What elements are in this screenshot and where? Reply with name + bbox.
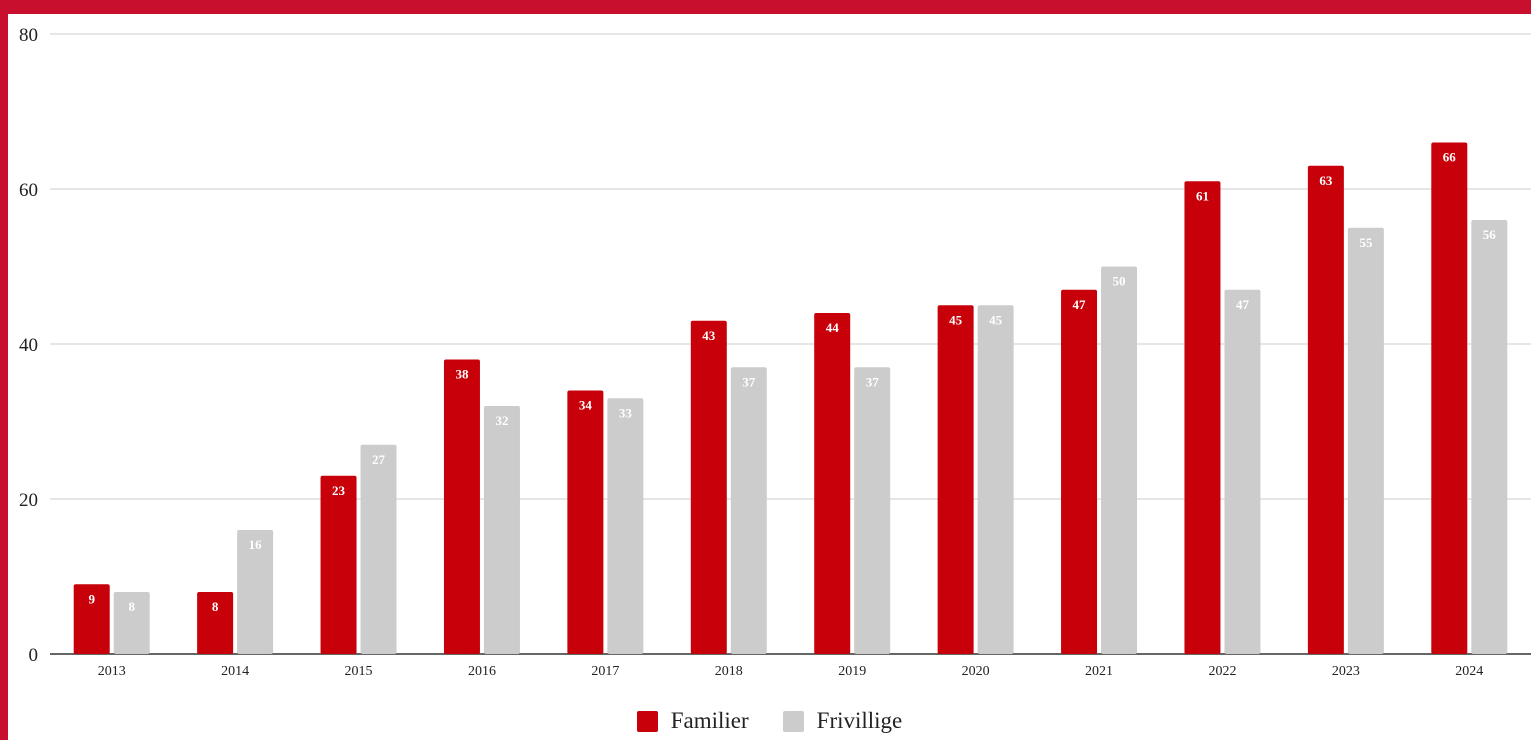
data-label-frivillige-2013: 8 — [128, 599, 135, 614]
x-tick-label-2020: 2020 — [962, 664, 990, 679]
bar-frivillige-2016 — [483, 406, 520, 654]
bar-familier-2021 — [1061, 289, 1098, 654]
bar-frivillige-2019 — [854, 367, 891, 654]
bar-familier-2022 — [1184, 181, 1221, 654]
data-label-familier-2020: 45 — [949, 312, 963, 327]
x-tick-label-2013: 2013 — [98, 664, 126, 679]
data-label-frivillige-2014: 16 — [249, 537, 263, 552]
bar-familier-2014 — [197, 592, 234, 654]
x-tick-label-2014: 2014 — [221, 664, 249, 679]
bar-familier-2015 — [320, 475, 357, 654]
y-tick-label-80: 80 — [19, 25, 38, 46]
x-tick-label-2023: 2023 — [1332, 664, 1360, 679]
bar-frivillige-2024 — [1471, 220, 1508, 654]
bar-familier-2020 — [937, 305, 974, 654]
data-label-frivillige-2023: 55 — [1359, 235, 1373, 250]
legend-swatch-frivillige — [782, 710, 804, 732]
bar-frivillige-2018 — [730, 367, 767, 654]
bar-frivillige-2020 — [977, 305, 1014, 654]
data-label-familier-2014: 8 — [212, 599, 219, 614]
legend-label-familier: Familier — [670, 708, 749, 733]
bar-familier-2013 — [73, 584, 110, 654]
chart-panel: 0 20 40 60 80 9 8 2013 8 16 2014 23 27 2015 38 32 2016 34… — [8, 14, 1531, 740]
bar-familier-2018 — [690, 320, 727, 654]
data-label-frivillige-2021: 50 — [1113, 274, 1126, 289]
bar-familier-2017 — [567, 390, 604, 654]
chart-legend: Familier Frivillige — [8, 704, 1531, 738]
data-label-frivillige-2018: 37 — [742, 374, 756, 389]
legend-item-frivillige: Frivillige — [782, 708, 903, 734]
bar-familier-2023 — [1307, 165, 1344, 654]
x-tick-label-2015: 2015 — [345, 664, 373, 679]
data-label-frivillige-2015: 27 — [372, 452, 386, 467]
bar-frivillige-2021 — [1101, 266, 1138, 654]
bar-frivillige-2015 — [360, 444, 397, 654]
y-tick-label-60: 60 — [19, 180, 38, 201]
data-label-frivillige-2016: 32 — [495, 413, 508, 428]
bar-familier-2016 — [443, 359, 480, 654]
data-label-frivillige-2022: 47 — [1236, 297, 1250, 312]
bar-frivillige-2017 — [607, 398, 644, 654]
data-label-familier-2017: 34 — [579, 398, 593, 413]
bar-frivillige-2022 — [1224, 289, 1261, 654]
bar-chart: 0 20 40 60 80 9 8 2013 8 16 2014 23 27 2015 38 32 2016 34… — [19, 25, 1531, 679]
legend-swatch-familier — [636, 710, 658, 732]
x-tick-label-2019: 2019 — [838, 664, 866, 679]
x-tick-label-2017: 2017 — [591, 664, 619, 679]
x-tick-label-2024: 2024 — [1455, 664, 1483, 679]
data-label-frivillige-2020: 45 — [989, 312, 1003, 327]
x-tick-label-2018: 2018 — [715, 664, 743, 679]
data-label-frivillige-2019: 37 — [866, 374, 880, 389]
legend-item-familier: Familier — [636, 708, 749, 734]
data-label-familier-2015: 23 — [332, 483, 346, 498]
data-label-frivillige-2024: 56 — [1483, 227, 1497, 242]
bar-familier-2024 — [1431, 142, 1468, 654]
data-label-familier-2023: 63 — [1319, 173, 1333, 188]
bar-frivillige-2014 — [237, 530, 274, 654]
bar-frivillige-2013 — [113, 592, 150, 654]
data-label-familier-2018: 43 — [702, 328, 716, 343]
data-label-familier-2024: 66 — [1443, 150, 1457, 165]
y-tick-label-40: 40 — [19, 335, 38, 356]
bar-frivillige-2023 — [1347, 227, 1384, 654]
x-tick-label-2022: 2022 — [1208, 664, 1236, 679]
data-label-familier-2022: 61 — [1196, 188, 1209, 203]
bar-familier-2019 — [814, 313, 851, 654]
x-tick-label-2016: 2016 — [468, 664, 496, 679]
y-tick-label-20: 20 — [19, 490, 38, 511]
data-label-frivillige-2017: 33 — [619, 405, 633, 420]
data-label-familier-2019: 44 — [826, 320, 840, 335]
data-label-familier-2016: 38 — [455, 367, 469, 382]
legend-label-frivillige: Frivillige — [816, 708, 903, 733]
x-tick-label-2021: 2021 — [1085, 664, 1113, 679]
data-label-familier-2021: 47 — [1073, 297, 1087, 312]
y-tick-label-0: 0 — [29, 645, 39, 666]
data-label-familier-2013: 9 — [88, 591, 95, 606]
